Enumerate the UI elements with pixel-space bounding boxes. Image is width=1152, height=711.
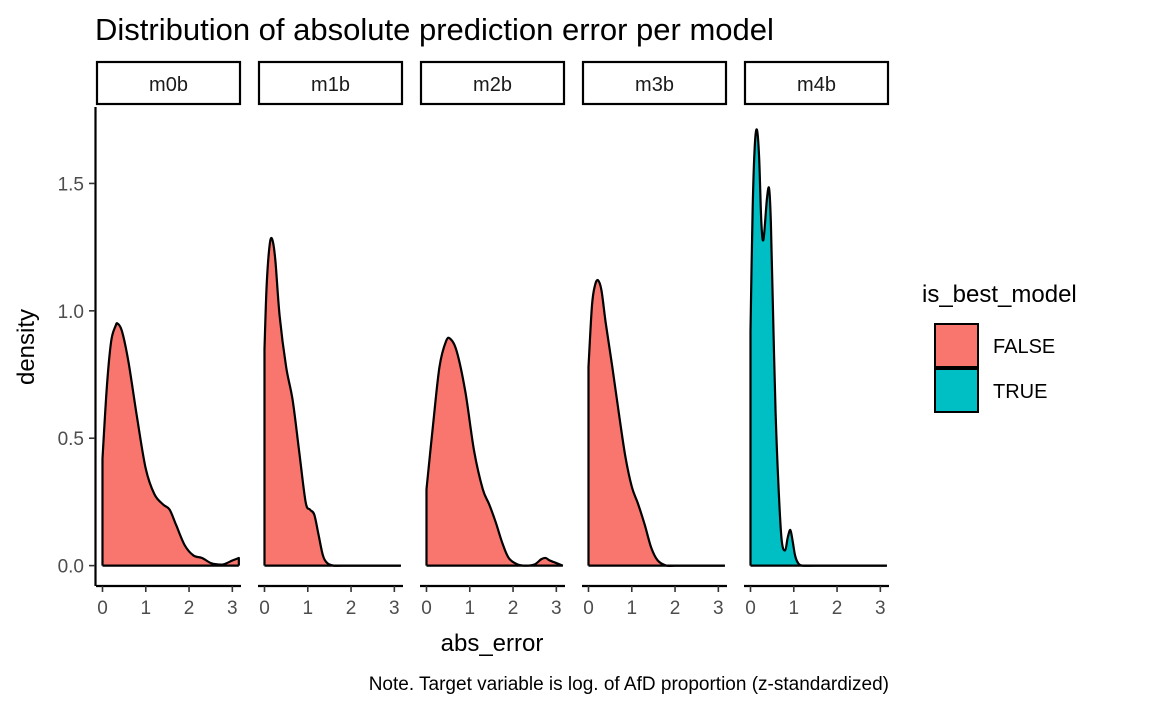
x-tick-label-m1b-3: 3 (389, 598, 400, 619)
x-tick-label-m1b-1: 1 (302, 598, 313, 619)
legend-label-true: TRUE (993, 381, 1047, 403)
x-tick-label-m0b-0: 0 (97, 598, 108, 619)
chart-caption: Note. Target variable is log. of AfD pro… (369, 674, 889, 695)
density-area-m1b (264, 237, 401, 566)
density-area-m2b (426, 337, 563, 566)
x-tick-label-m4b-0: 0 (745, 598, 756, 619)
facet-strip-m1b (257, 60, 404, 106)
facet-panel-m4b: m4b 0 1 2 3 (743, 60, 890, 619)
x-tick-label-m3b-3: 3 (713, 598, 724, 619)
x-tick-label-m1b-2: 2 (346, 598, 357, 619)
x-tick-label-m2b-1: 1 (464, 598, 475, 619)
facet-strip-m0b (95, 60, 242, 106)
facet-strip-label-m0b: m0b (149, 74, 188, 96)
legend: is_best_model FALSE TRUE (922, 281, 1077, 413)
facet-panel-m0b: m0b 0 1 2 3 (95, 60, 242, 619)
legend-label-false: FALSE (993, 336, 1055, 358)
x-tick-label-m3b-1: 1 (626, 598, 637, 619)
legend-key-false (934, 323, 979, 368)
x-tick-label-m0b-2: 2 (184, 598, 195, 619)
x-tick-label-m0b-1: 1 (140, 598, 151, 619)
y-tick-label-0: 0.0 (58, 557, 84, 578)
facet-strip-m4b (743, 60, 890, 106)
density-line-m2b (425, 336, 564, 567)
facet-panel-m2b: m2b 0 1 2 3 (419, 60, 566, 619)
x-tick-label-m4b-2: 2 (832, 598, 843, 619)
legend-title: is_best_model (922, 281, 1077, 308)
facet-strip-m3b (581, 60, 728, 106)
x-tick-label-m4b-3: 3 (875, 598, 886, 619)
legend-key-true (934, 368, 979, 413)
y-tick-label-1: 0.5 (58, 429, 84, 450)
x-tick-label-m2b-0: 0 (421, 598, 432, 619)
x-tick-label-m3b-2: 2 (670, 598, 681, 619)
facet-strip-label-m2b: m2b (473, 74, 512, 96)
y-axis-title: density (13, 309, 40, 385)
x-tick-label-m4b-1: 1 (788, 598, 799, 619)
x-axis-title: abs_error (441, 630, 544, 657)
density-area-m0b (102, 323, 239, 566)
density-area-m4b (750, 129, 887, 566)
x-tick-label-m0b-3: 3 (227, 598, 238, 619)
x-tick-label-m2b-2: 2 (508, 598, 519, 619)
facet-strip-label-m3b: m3b (635, 74, 674, 96)
density-area-m3b (588, 280, 725, 566)
chart-title: Distribution of absolute prediction erro… (95, 12, 774, 47)
facet-panel-m3b: m3b 0 1 2 3 (581, 60, 728, 619)
y-axis-ticks: 0.0 0.5 1.0 1.5 (58, 174, 95, 578)
x-tick-label-m3b-0: 0 (583, 598, 594, 619)
facet-strip-m2b (419, 60, 566, 106)
facet-strip-label-m1b: m1b (311, 74, 350, 96)
y-tick-label-2: 1.0 (58, 302, 84, 323)
facet-strip-label-m4b: m4b (797, 74, 836, 96)
x-tick-label-m1b-0: 0 (259, 598, 270, 619)
x-tick-label-m2b-3: 3 (551, 598, 562, 619)
facet-panels: m0b 0 1 2 3 m1b 0 1 2 3 m2b 0 1 2 3 m3b 0 1 2 3 m4b 0 1 2 3 (95, 60, 890, 619)
y-tick-label-3: 1.5 (58, 174, 84, 195)
density-line-m0b (101, 322, 240, 566)
facet-panel-m1b: m1b 0 1 2 3 (257, 60, 404, 619)
